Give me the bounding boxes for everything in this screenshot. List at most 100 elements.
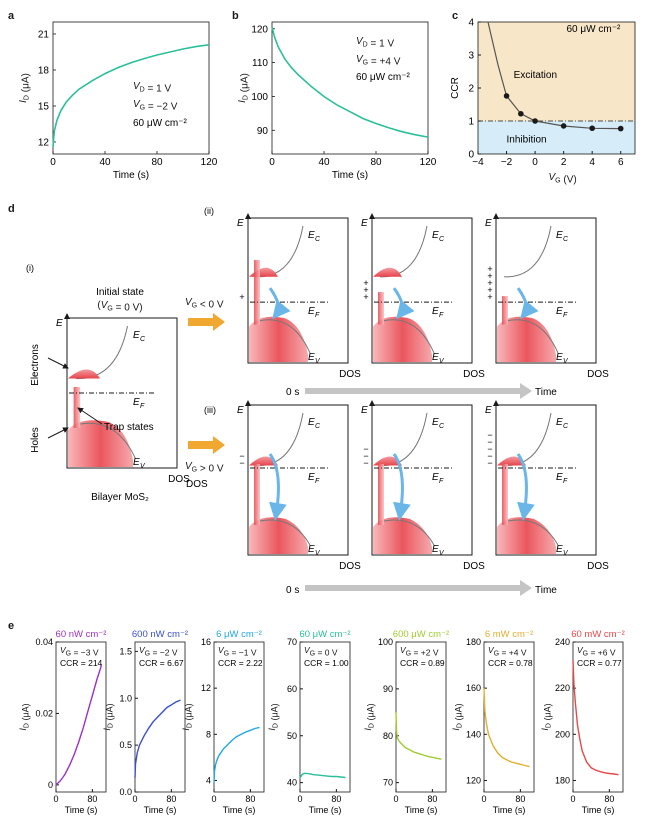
valence-band-edge — [80, 422, 136, 459]
annotation-vg: VG = 0 V — [304, 645, 338, 658]
x-axis-label: Time (s) — [332, 170, 368, 181]
time-arrow-ii — [305, 383, 532, 399]
x-tick-label: 80 — [166, 794, 176, 804]
charge-symbol: − — [487, 458, 492, 468]
annotation-ccr: CCR = 6.67 — [139, 658, 184, 668]
x-tick-label: 120 — [201, 157, 218, 168]
y-axis-label: ID (μA) — [102, 703, 115, 730]
y-tick-label: 60 — [287, 684, 297, 694]
charge-symbol: + — [487, 292, 492, 302]
dos-label: DOS — [587, 369, 609, 380]
recombination-arrow — [392, 287, 415, 320]
data-point — [589, 125, 595, 132]
y-tick-label: 3 — [468, 51, 474, 62]
x-tick-label: 2 — [561, 157, 567, 168]
x-tick-label: 0 — [50, 157, 56, 168]
ev-subscript: V — [315, 550, 321, 557]
charge-symbol: + — [487, 278, 492, 288]
y-tick-label: 0.02 — [35, 708, 53, 718]
y-tick-label: 21 — [38, 30, 50, 41]
y-axis-label: ID (μA) — [181, 703, 194, 730]
x-tick-label: −2 — [501, 157, 513, 168]
electron-fill — [373, 267, 402, 277]
band-diagram-ii-1: EE VE CE F+DOS — [237, 213, 361, 380]
x-tick-label: 80 — [245, 794, 255, 804]
dos-label: DOS — [463, 561, 485, 572]
charge-symbol: − — [487, 437, 492, 447]
data-line — [572, 660, 619, 776]
x-tick-label: 0 — [269, 157, 275, 168]
charge-symbol: − — [487, 430, 492, 440]
y-tick-label: 120 — [251, 24, 268, 35]
x-axis-label: Time (s) — [309, 805, 342, 815]
plot-frame — [134, 641, 186, 793]
ev-subscript: V — [563, 358, 569, 365]
x-tick-label: 4 — [589, 157, 595, 168]
trap-states-fill — [378, 292, 384, 325]
dos-label: DOS — [463, 369, 485, 380]
annotation-vg: VG = +4 V — [356, 54, 401, 68]
y-axis-label: ID (μA) — [451, 703, 464, 730]
dos-label: DOS — [168, 474, 190, 485]
band-diagram-iii-2: EE VE CE F−−−DOS — [361, 400, 485, 572]
trap-states-pointer — [77, 407, 103, 425]
material-label: Bilayer MoS₂ — [91, 492, 149, 503]
electron-fill — [249, 267, 278, 277]
y-axis-label: ID (μA) — [237, 73, 251, 103]
x-tick-label: 80 — [87, 794, 97, 804]
electrons-label: Electrons — [30, 344, 41, 386]
x-axis-label: Time (s) — [144, 805, 177, 815]
recombination-arrow — [516, 453, 535, 521]
charge-symbol: + — [363, 278, 368, 288]
time-arrow-iii — [305, 580, 532, 596]
ev-subscript: V — [439, 358, 445, 365]
charge-symbol: − — [363, 458, 368, 468]
ev-label: E — [556, 544, 563, 555]
annotation-ccr: CCR = 1.00 — [304, 658, 349, 668]
ec-label: E — [308, 230, 315, 241]
y-tick-label: 0 — [48, 780, 53, 790]
charge-symbol: − — [487, 444, 492, 454]
y-axis-label: ID (μA) — [18, 703, 31, 730]
x-tick-label: 0 — [570, 794, 575, 804]
y-tick-label: 180 — [466, 637, 481, 647]
electron-fill — [249, 456, 278, 466]
annotation-vd: VD = 1 V — [133, 81, 171, 95]
annotation-power: 60 μW cm⁻² — [133, 118, 187, 129]
valence-band-fill — [249, 316, 308, 362]
recombination-arrow — [268, 287, 291, 320]
x-tick-label: 0 — [297, 794, 302, 804]
valence-band-edge — [259, 319, 311, 354]
y-tick-label: 100 — [378, 637, 393, 647]
vg-neg-label: VG < 0 V — [185, 297, 224, 311]
x-axis-label: Time (s) — [113, 170, 149, 181]
label-ii: (ii) — [204, 206, 214, 216]
x-tick-label: 0 — [481, 794, 486, 804]
subplot-title: 600 nW cm⁻² — [132, 629, 188, 640]
charge-symbol: + — [363, 285, 368, 295]
valence-band-edge — [383, 519, 435, 546]
plot-frame — [483, 641, 535, 793]
ec-subscript: C — [315, 236, 321, 243]
ec-label: E — [556, 230, 563, 241]
annotation-ccr: CCR = 0.89 — [400, 658, 445, 668]
plot-frame — [271, 21, 429, 155]
data-point — [503, 93, 510, 99]
ec-subscript: C — [315, 423, 321, 430]
initial-vg-label: (VG = 0 V) — [97, 300, 142, 314]
x-axis-label: Time (s) — [65, 805, 98, 815]
plot-frame — [52, 21, 210, 155]
y-tick-label: 70 — [383, 778, 393, 788]
recombination-arrow — [268, 453, 287, 521]
y-axis-label: ID (μA) — [18, 73, 32, 103]
ef-subscript: F — [439, 478, 444, 485]
charge-symbol: − — [363, 444, 368, 454]
x-tick-label: 80 — [370, 157, 382, 168]
y-tick-label: 100 — [251, 92, 268, 103]
dos-label: DOS — [587, 561, 609, 572]
y-tick-label: 8 — [206, 729, 211, 739]
y-tick-label: 200 — [555, 729, 570, 739]
